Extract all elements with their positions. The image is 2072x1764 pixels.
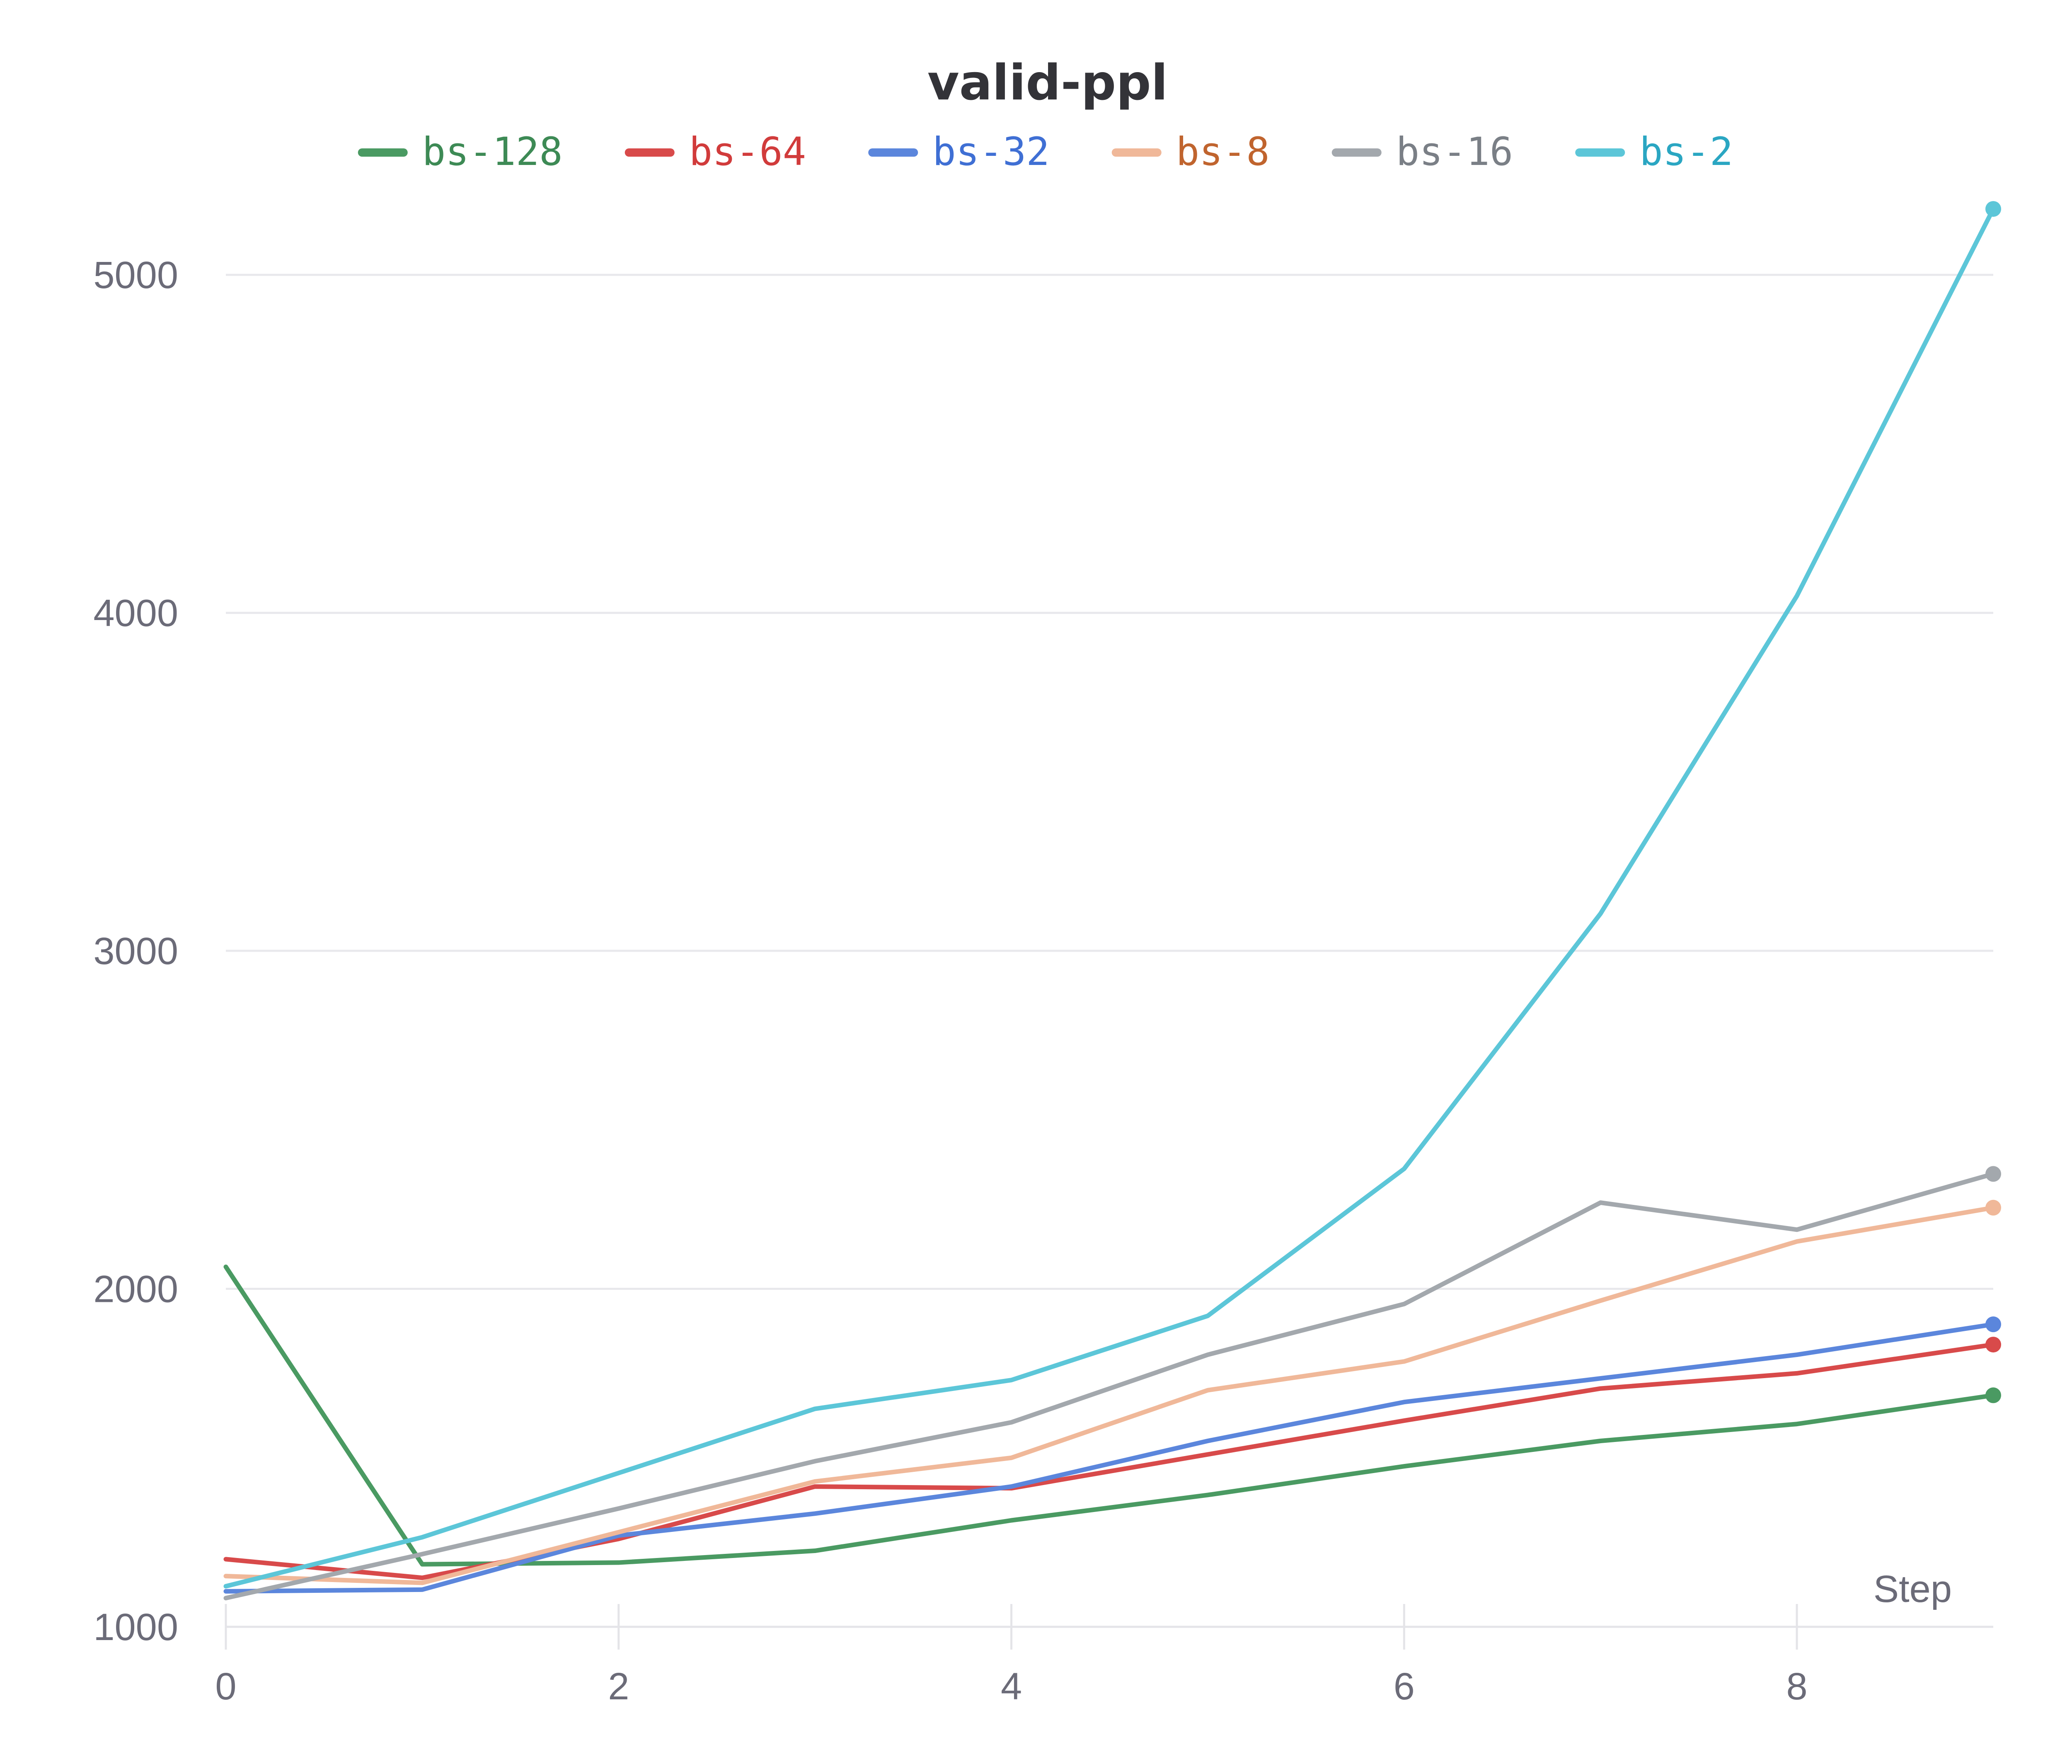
legend: bs-128 bs-64 bs-32 bs-8 bs-16 bs-2: [358, 129, 1733, 174]
y-tick-label: 1000: [93, 1606, 178, 1648]
legend-label: bs-128: [422, 129, 563, 174]
series-end-point-bs-64: [1985, 1337, 2001, 1353]
series-end-point-bs-8: [1985, 1199, 2001, 1216]
y-tick-label: 5000: [93, 254, 178, 296]
x-tick-label: 0: [215, 1665, 236, 1708]
y-tick-label: 2000: [93, 1268, 178, 1311]
legend-item-bs-2[interactable]: bs-2: [1575, 129, 1733, 174]
x-axis: 0 2 4 6 8: [215, 1604, 1993, 1708]
legend-label: bs-64: [689, 129, 806, 174]
series-end-point-bs-16: [1985, 1166, 2001, 1182]
legend-label: bs-16: [1396, 129, 1513, 174]
x-tick-label: 6: [1394, 1665, 1415, 1708]
grid-lines: [226, 274, 1993, 1290]
x-tick-label: 8: [1786, 1665, 1808, 1708]
series-line-bs-2: [223, 206, 1996, 1589]
series-line-bs-16: [223, 1171, 1996, 1601]
legend-label: bs-2: [1639, 129, 1733, 174]
legend-item-bs-32[interactable]: bs-32: [868, 129, 1050, 174]
y-axis: 1000 2000 3000 4000 5000: [93, 254, 178, 1648]
series-line-bs-32: [223, 1322, 1996, 1594]
series-end-point-bs-2: [1985, 201, 2001, 217]
x-tick-label: 2: [608, 1665, 629, 1708]
legend-item-bs-64[interactable]: bs-64: [625, 129, 806, 174]
x-axis-title: Step: [1874, 1568, 1952, 1610]
legend-label: bs-8: [1176, 129, 1270, 174]
legend-item-bs-16[interactable]: bs-16: [1331, 129, 1513, 174]
series-end-point-bs-128: [1985, 1387, 2001, 1403]
legend-item-bs-128[interactable]: bs-128: [358, 129, 563, 174]
y-tick-label: 3000: [93, 930, 178, 972]
chart-title: valid-ppl: [927, 54, 1168, 111]
legend-item-bs-8[interactable]: bs-8: [1111, 129, 1270, 174]
series-line-bs-64: [223, 1342, 1996, 1580]
x-tick-label: 4: [1001, 1665, 1022, 1708]
series-layer: [223, 201, 2001, 1601]
series-end-point-bs-32: [1985, 1316, 2001, 1333]
series-line-bs-8: [223, 1205, 1996, 1585]
y-tick-label: 4000: [93, 592, 178, 635]
legend-label: bs-32: [932, 129, 1050, 174]
series-line-bs-128: [223, 1265, 1996, 1567]
